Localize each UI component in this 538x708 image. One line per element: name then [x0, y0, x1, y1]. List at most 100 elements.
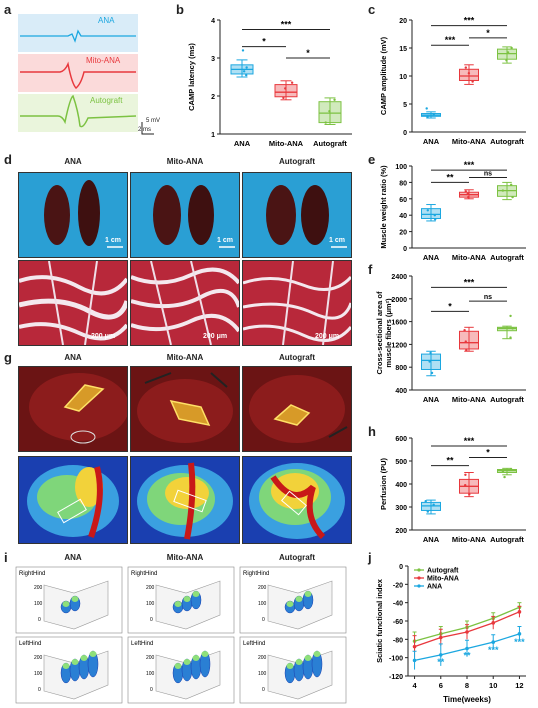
camp-waveforms [18, 14, 138, 132]
data-point [468, 72, 470, 74]
y-tick-label: 800 [395, 365, 407, 372]
d-col-autograft: Autograft [242, 157, 352, 166]
sig-label: *** [514, 637, 525, 647]
surgery-ana-scene [19, 367, 127, 451]
gait-plot-title: LeftHind [131, 641, 153, 647]
y-tick-label: 600 [395, 436, 407, 443]
data-point [510, 184, 512, 186]
muscle-photo-autograft: 1 cm [242, 172, 352, 258]
y-tick-label: 40 [399, 213, 407, 220]
gait-peak-top [175, 601, 182, 607]
i-col-autograft: Autograft [242, 553, 352, 562]
i-col-mito: Mito-ANA [130, 553, 240, 562]
y-tick-label: 0 [399, 564, 403, 571]
trace-label-ana: ANA [98, 16, 114, 25]
d-col-ana: ANA [18, 157, 128, 166]
data-point [467, 193, 469, 195]
data-point [291, 82, 293, 84]
gait-z-tick: 200 [258, 585, 267, 591]
gait-z-tick: 0 [262, 687, 265, 693]
gait-peak-top [72, 659, 79, 665]
data-point [509, 336, 511, 338]
data-point [465, 349, 467, 351]
y-axis-title: Muscle weight ratio (%) [379, 165, 388, 249]
box-iqr [460, 69, 479, 80]
surgery-photo-mito [130, 366, 240, 452]
y-tick-label: 0 [403, 246, 407, 253]
x-tick-label: ANA [234, 139, 251, 148]
y-tick-label: 10 [399, 74, 407, 81]
scale-1cm-autograft: 1 cm [329, 237, 345, 244]
y-tick-label: -60 [393, 619, 403, 626]
data-point [511, 196, 513, 198]
sig-label: ** [437, 657, 445, 667]
data-point [465, 66, 467, 68]
y-tick-label: -100 [389, 656, 403, 663]
histology-mito: 200 μm [130, 260, 240, 346]
panel-label-i: i [4, 550, 8, 565]
g-col-mito: Mito-ANA [130, 353, 240, 362]
gait-peak-top [305, 591, 312, 597]
legend-marker [417, 568, 420, 571]
sig-label: ** [463, 651, 471, 661]
scale-time: 2 ms [138, 127, 151, 133]
data-point [427, 510, 429, 512]
data-point [507, 51, 509, 53]
data-point [425, 500, 427, 502]
x-tick-label: 4 [412, 681, 417, 690]
scale-um-autograft: 200 μm [315, 333, 339, 340]
histology-ana: 200 μm [18, 260, 128, 346]
data-point [434, 214, 436, 216]
gait-peak-top [184, 659, 191, 665]
gait-z-tick: 0 [262, 617, 265, 623]
x-axis-title: Time(weeks) [443, 695, 491, 704]
x-tick-label: Autograft [490, 137, 524, 146]
x-tick-label: Mito-ANA [452, 535, 487, 544]
data-point [245, 74, 247, 76]
sig-label: *** [488, 645, 499, 655]
y-tick-label: 2000 [391, 297, 407, 304]
data-point [284, 87, 286, 89]
data-point [471, 80, 473, 82]
legend-label: Autograft [427, 568, 459, 575]
gait-z-tick: 100 [258, 601, 267, 607]
y-axis-title: Sciatic functional index [375, 578, 384, 663]
x-tick-label: Autograft [490, 535, 524, 544]
sig-label: *** [464, 16, 475, 26]
perfusion-autograft-heat [243, 457, 351, 543]
data-point [491, 621, 495, 625]
i-col-ana: ANA [18, 553, 128, 562]
data-point [510, 468, 512, 470]
gait-peak-top [90, 651, 97, 657]
data-point [491, 640, 495, 644]
y-tick-label: -80 [393, 637, 403, 644]
gait-plot-title: LeftHind [243, 641, 265, 647]
trace-mito [20, 64, 136, 88]
muscle-photo-ana: 1 cm [18, 172, 128, 258]
gait-z-tick: 100 [146, 671, 155, 677]
data-point [425, 107, 427, 109]
data-point [502, 470, 504, 472]
data-point [413, 659, 417, 663]
data-point [502, 189, 504, 191]
g-col-ana: ANA [18, 353, 128, 362]
data-point [439, 636, 443, 640]
y-tick-label: 20 [399, 18, 407, 25]
data-point [464, 474, 466, 476]
gait-plot-title: LeftHind [19, 641, 41, 647]
muscles-mito [131, 173, 239, 257]
scale-um-ana: 200 μm [91, 333, 115, 340]
x-tick-label: Mito-ANA [452, 395, 487, 404]
data-point [518, 610, 522, 614]
trace-label-autograft: Autograft [90, 96, 122, 105]
trace-ana [20, 31, 136, 41]
surgery-photo-autograft [242, 366, 352, 452]
sig-label: * [448, 301, 452, 311]
data-point [518, 632, 522, 636]
data-point [433, 113, 435, 115]
x-tick-label: Autograft [313, 139, 347, 148]
data-point [333, 99, 335, 101]
data-point [463, 329, 465, 331]
gait-z-tick: 0 [150, 617, 153, 623]
gait-peak-top [184, 596, 191, 602]
